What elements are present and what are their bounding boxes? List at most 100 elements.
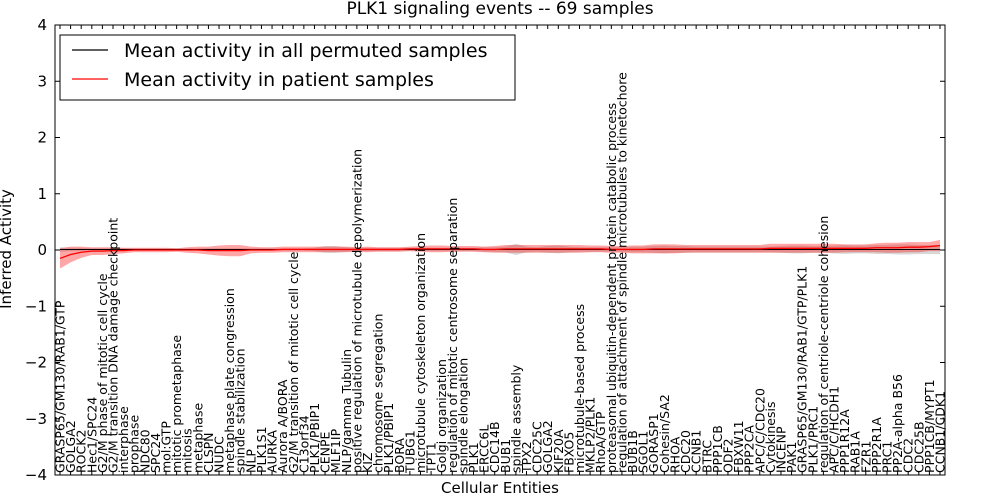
y-tick-label: −3 [25,410,47,428]
category-label: CDC2 [901,438,916,473]
category-label: G2/M transition DNA damage checkpoint [106,218,121,473]
category-label: BUB1 [498,439,513,473]
category-label: NLP [243,449,258,473]
category-label: FBXO5 [561,432,576,473]
category-label: CCNB1 [689,430,704,473]
category-label: Hec1/SPC24 [84,397,99,473]
category-label: PLK1/PBIP1 [307,403,322,473]
category-label: proteasomal ubiquitin-dependent protein … [604,103,619,473]
category-label: PPP1CB/MYPT1 [922,379,937,473]
category-label: ODF2 [720,438,735,473]
y-tick-label: 3 [37,72,47,90]
category-label: PPP2CA [742,425,757,473]
category-label: ERCC6L [477,425,492,473]
category-label: metaphase plate congression [222,288,237,473]
legend: Mean activity in all permuted samples Me… [59,34,516,101]
category-label: PLK1/PRC1 [805,406,820,473]
category-label: BORA [392,438,407,473]
category-label: PLK1S1 [254,426,269,473]
category-label: KIF20A [551,429,566,473]
category-label: microtubule cytoskeleton organization [413,233,428,473]
category-label: FZR1 [858,441,873,473]
category-label: C13orf34 [296,415,311,473]
category-label: GRASP65/GM130/RAB1/GTP/PLK1 [795,266,810,473]
patient-band [60,239,940,269]
y-tick-label: 2 [37,129,47,147]
category-label: spindle stabilization [233,348,248,473]
chart-title: PLK1 signaling events -- 69 samples [346,0,653,19]
category-label: PAK1 [784,442,799,473]
y-tick-label: 1 [37,185,47,203]
category-label: PLK1/PBIP1 [381,403,396,473]
category-label: RAB1A [848,431,863,473]
category-label: CCNB1/CDK1 [933,391,948,473]
category-label: ROCK2 [74,430,89,473]
category-label: SGOL1 [636,431,651,473]
category-label: CDC14B [487,421,502,473]
category-label: spindle assembly [508,364,523,473]
legend-label-permuted: Mean activity in all permuted samples [124,40,487,62]
category-label: NUDC [212,436,227,473]
category-label: microtubule-based process [572,304,587,473]
category-label: PPP1R12A [837,409,852,473]
category-label: INCENP [773,426,788,473]
category-label: CLSPN [201,432,216,473]
category-label: G2/M phase of mitotic cell cycle [95,273,110,473]
category-label: regulation of mitotic centrosome separat… [445,198,460,473]
category-label: mol:GTP [159,421,174,473]
category-label: PP2A-alpha B56 [890,374,905,473]
legend-label-patient: Mean activity in patient samples [124,69,434,91]
category-label: APC/C/HCDH1 [826,386,841,473]
category-label: BUB1B [625,430,640,473]
category-label: PLK1 [466,442,481,473]
patient-mean-line [59,244,941,260]
y-tick-label: −4 [25,466,47,484]
category-label: TUBG1 [402,430,417,474]
category-label: CENPE [318,431,333,473]
category-label: TPX2 [519,441,534,474]
y-tick-label: −2 [25,354,47,372]
category-label: PPP2R1A [869,417,884,473]
category-label: Aurora A/BORA [275,379,290,473]
category-label: spindle elongation [455,358,470,473]
category-label: chromosome segregation [371,314,386,473]
category-label: PPP1CB [710,425,725,473]
category-label: mitotic prometaphase [169,335,184,473]
category-label: MLF1IP [328,428,343,473]
category-label: GOLGA2 [540,420,555,473]
category-label: TPT1 [424,442,439,474]
category-label: prophase [127,415,142,473]
category-label: regulation of centriole-centriole cohesi… [816,216,831,473]
category-label: NLP/gamma Tubulin [339,349,354,473]
category-label: Golgi organization [434,359,449,473]
category-label: positive regulation of microtubule depol… [349,149,364,473]
category-label: RhoA/GTP [593,411,608,473]
category-label: mitosis [180,428,195,473]
category-label: interphase [116,406,131,473]
category-label: SPC24 [148,433,163,473]
y-tick-label: −1 [25,297,47,315]
category-label: FBXW11 [731,420,746,473]
category-label: BTRC [699,440,714,473]
category-label: PRC1 [879,441,894,473]
y-axis-title: Inferred Activity [0,189,15,309]
category-label: GRASP65/GM130/RAB1/GTP [53,300,68,473]
category-label: GOLGA2 [63,420,78,473]
category-label: NDC80 [137,429,152,473]
category-label: CDC25B [911,421,926,473]
category-label: AURKA [265,430,280,473]
category-label: KIZ [360,453,375,473]
category-label: CDC25C [530,421,545,473]
category-label: GORASP1 [646,413,661,473]
category-label: Cohesin/SA2 [657,394,672,473]
category-label: regulation of attachment of spindle micr… [614,72,629,473]
category-label: APC/C/CDC20 [752,388,767,473]
category-label: metaphase [190,403,205,473]
legend-box [59,34,516,101]
category-label: RHOA [667,436,682,473]
category-label: MKLP2/PLK1 [583,397,598,473]
category-label: Cytokinesis [763,402,778,474]
x-axis-title: Cellular Entities [441,479,559,497]
y-tick-label: 4 [37,16,47,34]
